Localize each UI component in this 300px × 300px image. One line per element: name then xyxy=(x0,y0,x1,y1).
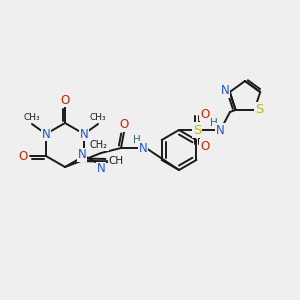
Text: N: N xyxy=(80,128,88,140)
Text: CH₂: CH₂ xyxy=(90,140,108,150)
Text: O: O xyxy=(18,149,28,163)
Text: N: N xyxy=(139,142,147,154)
Text: H: H xyxy=(210,118,218,128)
Text: H: H xyxy=(133,135,141,145)
Text: O: O xyxy=(119,118,129,131)
Text: CH₃: CH₃ xyxy=(90,112,106,122)
Text: O: O xyxy=(200,140,210,152)
Text: N: N xyxy=(97,163,105,176)
Text: CH₃: CH₃ xyxy=(24,112,40,122)
Text: S: S xyxy=(255,103,264,116)
Text: S: S xyxy=(193,124,201,136)
Text: O: O xyxy=(60,94,70,106)
Text: O: O xyxy=(200,107,210,121)
Text: N: N xyxy=(42,128,50,140)
Text: N: N xyxy=(216,124,224,136)
Text: CH: CH xyxy=(109,157,124,166)
Text: N: N xyxy=(220,84,229,97)
Text: N: N xyxy=(78,148,86,161)
